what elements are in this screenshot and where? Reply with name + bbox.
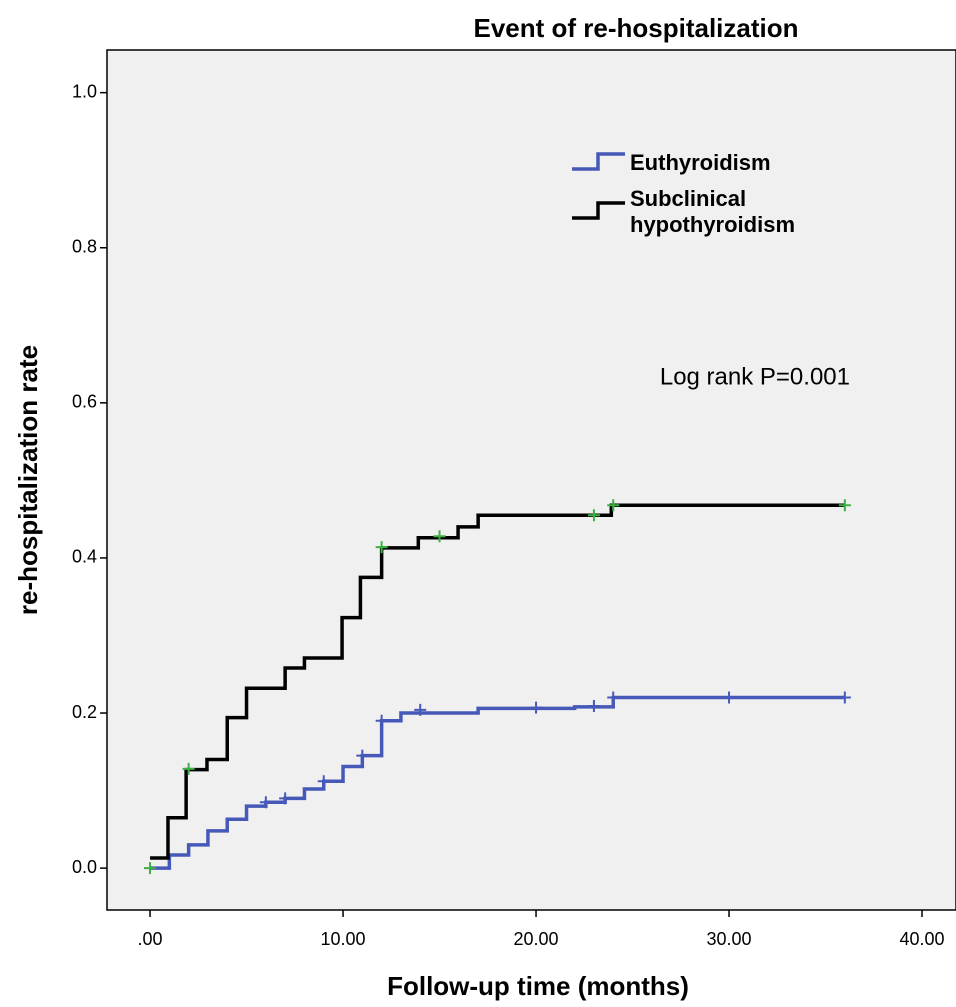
- censor-mark: [838, 691, 851, 704]
- censor-mark: [433, 530, 446, 543]
- x-tick-label: 20.00: [514, 929, 559, 949]
- x-tick-label: 40.00: [900, 929, 945, 949]
- legend-label: Euthyroidism: [630, 150, 771, 175]
- y-tick-label: 0.0: [72, 857, 97, 877]
- x-tick-label: 10.00: [321, 929, 366, 949]
- censor-mark: [317, 775, 330, 788]
- y-tick-label: 0.4: [72, 547, 97, 567]
- censor-mark: [607, 691, 620, 704]
- km-curve: [150, 503, 845, 860]
- chart-title: Event of re-hospitalization: [473, 13, 798, 43]
- y-axis-label: re-hospitalization rate: [13, 345, 43, 615]
- censor-mark: [279, 792, 292, 805]
- censor-mark: [530, 701, 543, 714]
- censor-mark: [375, 714, 388, 727]
- censor-mark: [587, 700, 600, 713]
- y-tick-label: 1.0: [72, 81, 97, 101]
- y-tick-label: 0.6: [72, 392, 97, 412]
- censor-mark: [182, 762, 195, 775]
- censor-mark: [838, 499, 851, 512]
- censor-mark: [356, 749, 369, 762]
- censor-mark: [607, 499, 620, 512]
- legend-swatch: [572, 201, 625, 220]
- censor-mark: [414, 703, 427, 716]
- legend-swatch: [572, 152, 625, 171]
- km-curve: [150, 695, 845, 870]
- censor-mark: [587, 509, 600, 522]
- plot-area: [106, 49, 956, 911]
- censor-mark: [723, 691, 736, 704]
- censor-mark: [144, 862, 157, 875]
- censor-mark: [375, 541, 388, 554]
- y-tick-label: 0.8: [72, 236, 97, 256]
- annotation: Log rank P=0.001: [660, 363, 850, 390]
- x-axis-label: Follow-up time (months): [387, 971, 689, 1001]
- y-tick-label: 0.2: [72, 702, 97, 722]
- x-tick-label: 30.00: [707, 929, 752, 949]
- legend-label: Subclinical hypothyroidism: [630, 186, 796, 237]
- censor-mark: [259, 796, 272, 809]
- x-tick-label: .00: [138, 929, 163, 949]
